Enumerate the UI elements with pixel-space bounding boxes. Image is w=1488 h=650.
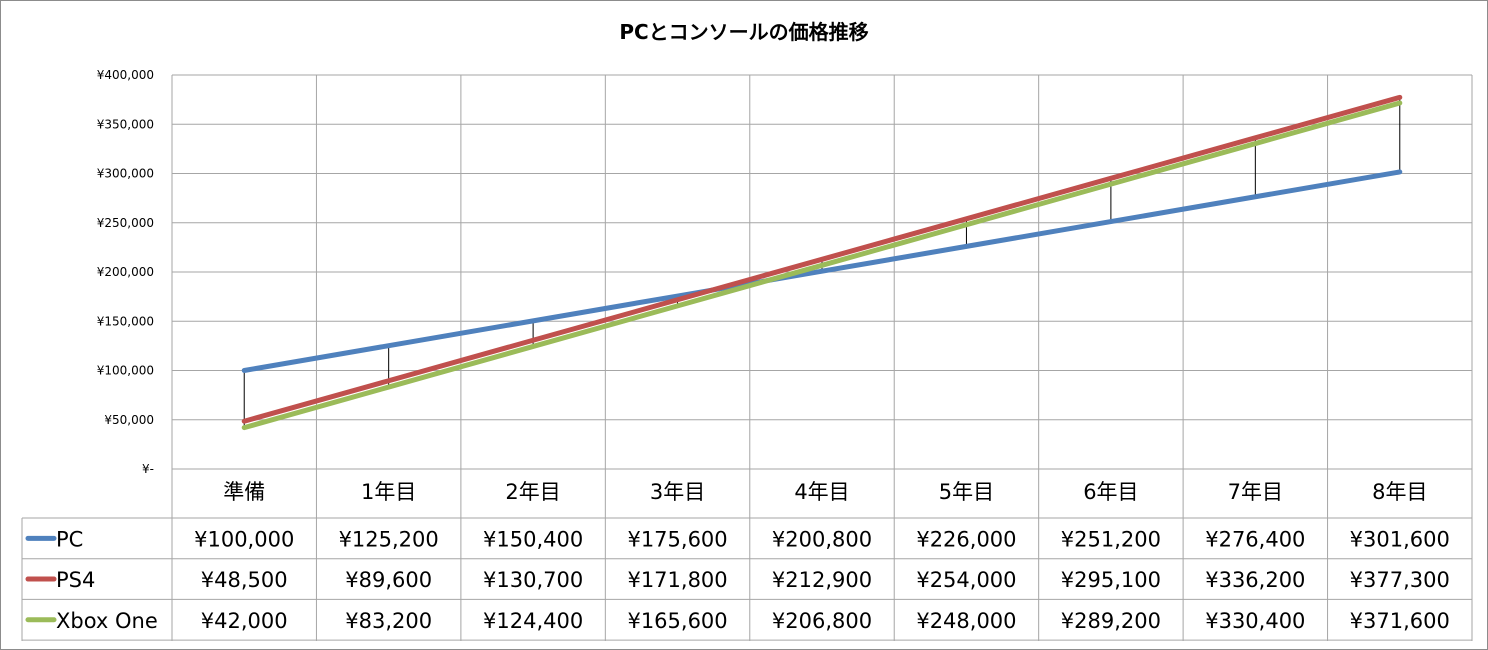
data-table-cell: ¥251,200 bbox=[1061, 527, 1161, 551]
series-line-ps4 bbox=[241, 94, 1403, 424]
data-table-cell: ¥377,300 bbox=[1350, 568, 1450, 592]
data-table-cell: ¥330,400 bbox=[1205, 609, 1305, 633]
data-table-cell: ¥175,600 bbox=[627, 527, 727, 551]
series-lines bbox=[241, 94, 1403, 431]
y-tick-label: ¥150,000 bbox=[97, 314, 154, 328]
data-table-cell: ¥248,000 bbox=[916, 609, 1016, 633]
x-category-label: 5年目 bbox=[939, 480, 994, 504]
data-table-cell: ¥100,000 bbox=[194, 527, 294, 551]
data-table-cell: ¥124,400 bbox=[483, 609, 583, 633]
x-category-label: 3年目 bbox=[650, 480, 705, 504]
x-category-label: 6年目 bbox=[1083, 480, 1138, 504]
x-category-label: 準備 bbox=[223, 480, 265, 504]
x-category-label: 2年目 bbox=[505, 480, 560, 504]
y-tick-label: ¥250,000 bbox=[97, 216, 154, 230]
y-tick-label: ¥350,000 bbox=[97, 117, 154, 131]
data-table-cell: ¥206,800 bbox=[772, 609, 872, 633]
chart-title: PCとコンソールの価格推移 bbox=[619, 20, 868, 44]
data-table-cell: ¥301,600 bbox=[1350, 527, 1450, 551]
data-table-cell: ¥200,800 bbox=[772, 527, 872, 551]
data-table-cell: ¥89,600 bbox=[345, 568, 432, 592]
y-axis-ticks: ¥- ¥50,000 ¥100,000 ¥150,000 ¥200,000 ¥250,00… bbox=[97, 68, 154, 476]
gridlines bbox=[21, 74, 1473, 641]
data-table-cell: ¥371,600 bbox=[1350, 609, 1450, 633]
y-tick-label: ¥400,000 bbox=[97, 68, 154, 82]
legend-label: Xbox One bbox=[56, 609, 158, 633]
data-table-cell: ¥125,200 bbox=[339, 527, 439, 551]
data-table-cell: ¥83,200 bbox=[345, 609, 432, 633]
x-category-label: 4年目 bbox=[794, 480, 849, 504]
y-tick-label: ¥100,000 bbox=[97, 364, 154, 378]
y-tick-label: ¥50,000 bbox=[104, 413, 154, 427]
x-category-label: 8年目 bbox=[1372, 480, 1427, 504]
data-table-cell: ¥212,900 bbox=[772, 568, 872, 592]
data-table-cell: ¥276,400 bbox=[1205, 527, 1305, 551]
x-category-label: 7年目 bbox=[1228, 480, 1283, 504]
data-table-cell: ¥150,400 bbox=[483, 527, 583, 551]
data-table-cell: ¥226,000 bbox=[916, 527, 1016, 551]
legend-label: PS4 bbox=[56, 568, 95, 592]
y-tick-label: ¥300,000 bbox=[97, 167, 154, 181]
y-tick-label: ¥- bbox=[142, 462, 154, 476]
series-line-pc bbox=[241, 169, 1403, 373]
data-table-cell: ¥130,700 bbox=[483, 568, 583, 592]
legend-label: PC bbox=[56, 527, 83, 551]
data-table-cell: ¥295,100 bbox=[1061, 568, 1161, 592]
data-table-cell: ¥171,800 bbox=[627, 568, 727, 592]
data-table-cell: ¥336,200 bbox=[1205, 568, 1305, 592]
data-table-cell: ¥289,200 bbox=[1061, 609, 1161, 633]
data-table-cell: ¥42,000 bbox=[201, 609, 288, 633]
y-tick-label: ¥200,000 bbox=[97, 265, 154, 279]
data-table-cell: ¥48,500 bbox=[201, 568, 288, 592]
data-table-cell: ¥254,000 bbox=[916, 568, 1016, 592]
x-category-label: 1年目 bbox=[361, 480, 416, 504]
series-line-xbox-one bbox=[241, 100, 1403, 431]
data-table: 準備 1年目 2年目 3年目 4年目 5年目 6年目 7年目 8年目 PC ¥100,000 ¥125… bbox=[25, 480, 1450, 633]
data-table-cell: ¥165,600 bbox=[627, 609, 727, 633]
